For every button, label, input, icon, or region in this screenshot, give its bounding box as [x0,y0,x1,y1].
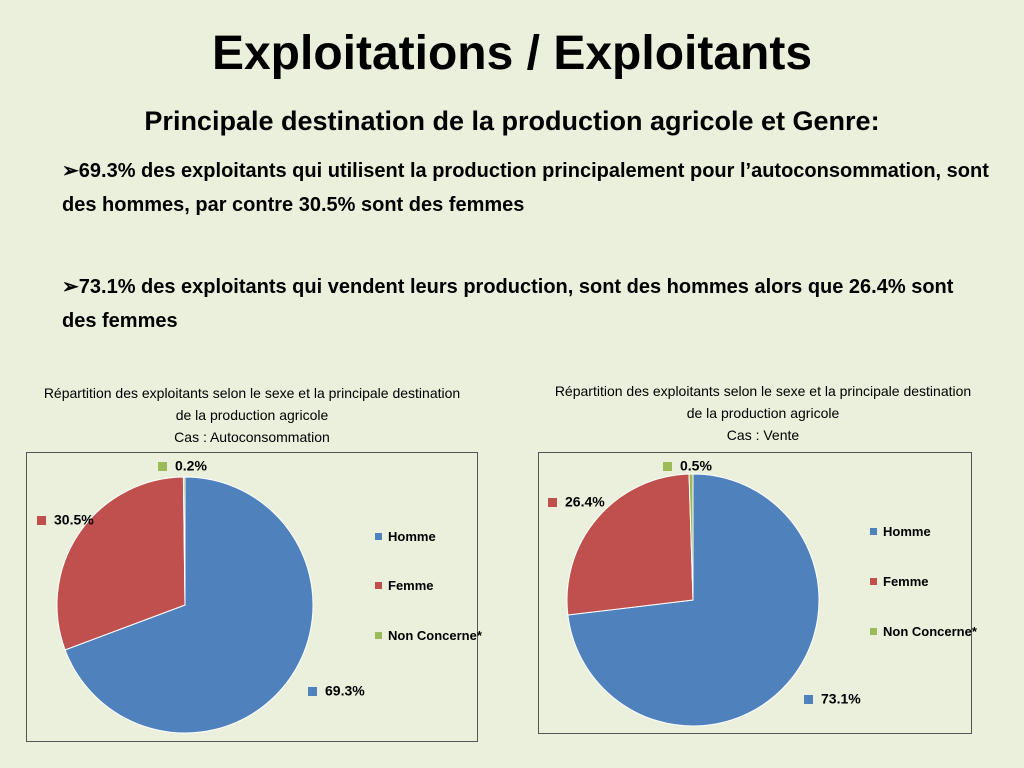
label-key [158,462,167,471]
value-label: 0.5% [680,458,712,474]
legend-key [870,528,877,535]
legend-label: Non Concerne* [388,628,482,643]
label-key [663,462,672,471]
legend-label: Femme [883,574,929,589]
legend-key [375,533,382,540]
pie-slice [566,473,694,616]
chart-subtitle: Cas : Vente [726,427,800,443]
pie-slice [182,476,186,606]
chart-title: Répartition des exploitants selon le sex… [42,382,462,448]
slide-subtitle: Principale destination de la production … [144,106,880,136]
value-label: 26.4% [565,494,605,510]
legend-key [870,628,877,635]
legend-key [375,582,382,589]
legend-key [375,632,382,639]
legend-key [870,578,877,585]
value-label: 69.3% [325,683,365,699]
chart-title: Répartition des exploitants selon le sex… [553,380,973,446]
legend-label: Femme [388,578,434,593]
value-label: 73.1% [821,691,861,707]
legend-label: Homme [883,524,931,539]
chart-frame [26,452,478,742]
pie-slice [56,476,186,651]
chart-subtitle: Cas : Autoconsommation [174,429,330,445]
label-key [804,695,813,704]
chart-title-text: Répartition des exploitants selon le sex… [554,383,972,421]
label-key [548,498,557,507]
chart-title-text: Répartition des exploitants selon le sex… [43,385,461,423]
value-label: 0.2% [175,458,207,474]
value-label: 30.5% [54,512,94,528]
pie-slice [64,476,314,734]
legend-label: Homme [388,529,436,544]
pie-slice [688,473,694,601]
slide-title: Exploitations / Exploitants [211,27,813,80]
bullet: 73.1% des exploitants qui vendent leurs … [62,270,992,338]
legend-label: Non Concerne* [883,624,977,639]
bullet: 69.3% des exploitants qui utilisent la p… [62,154,992,222]
chart-frame [538,452,972,734]
label-key [308,687,317,696]
label-key [37,516,46,525]
